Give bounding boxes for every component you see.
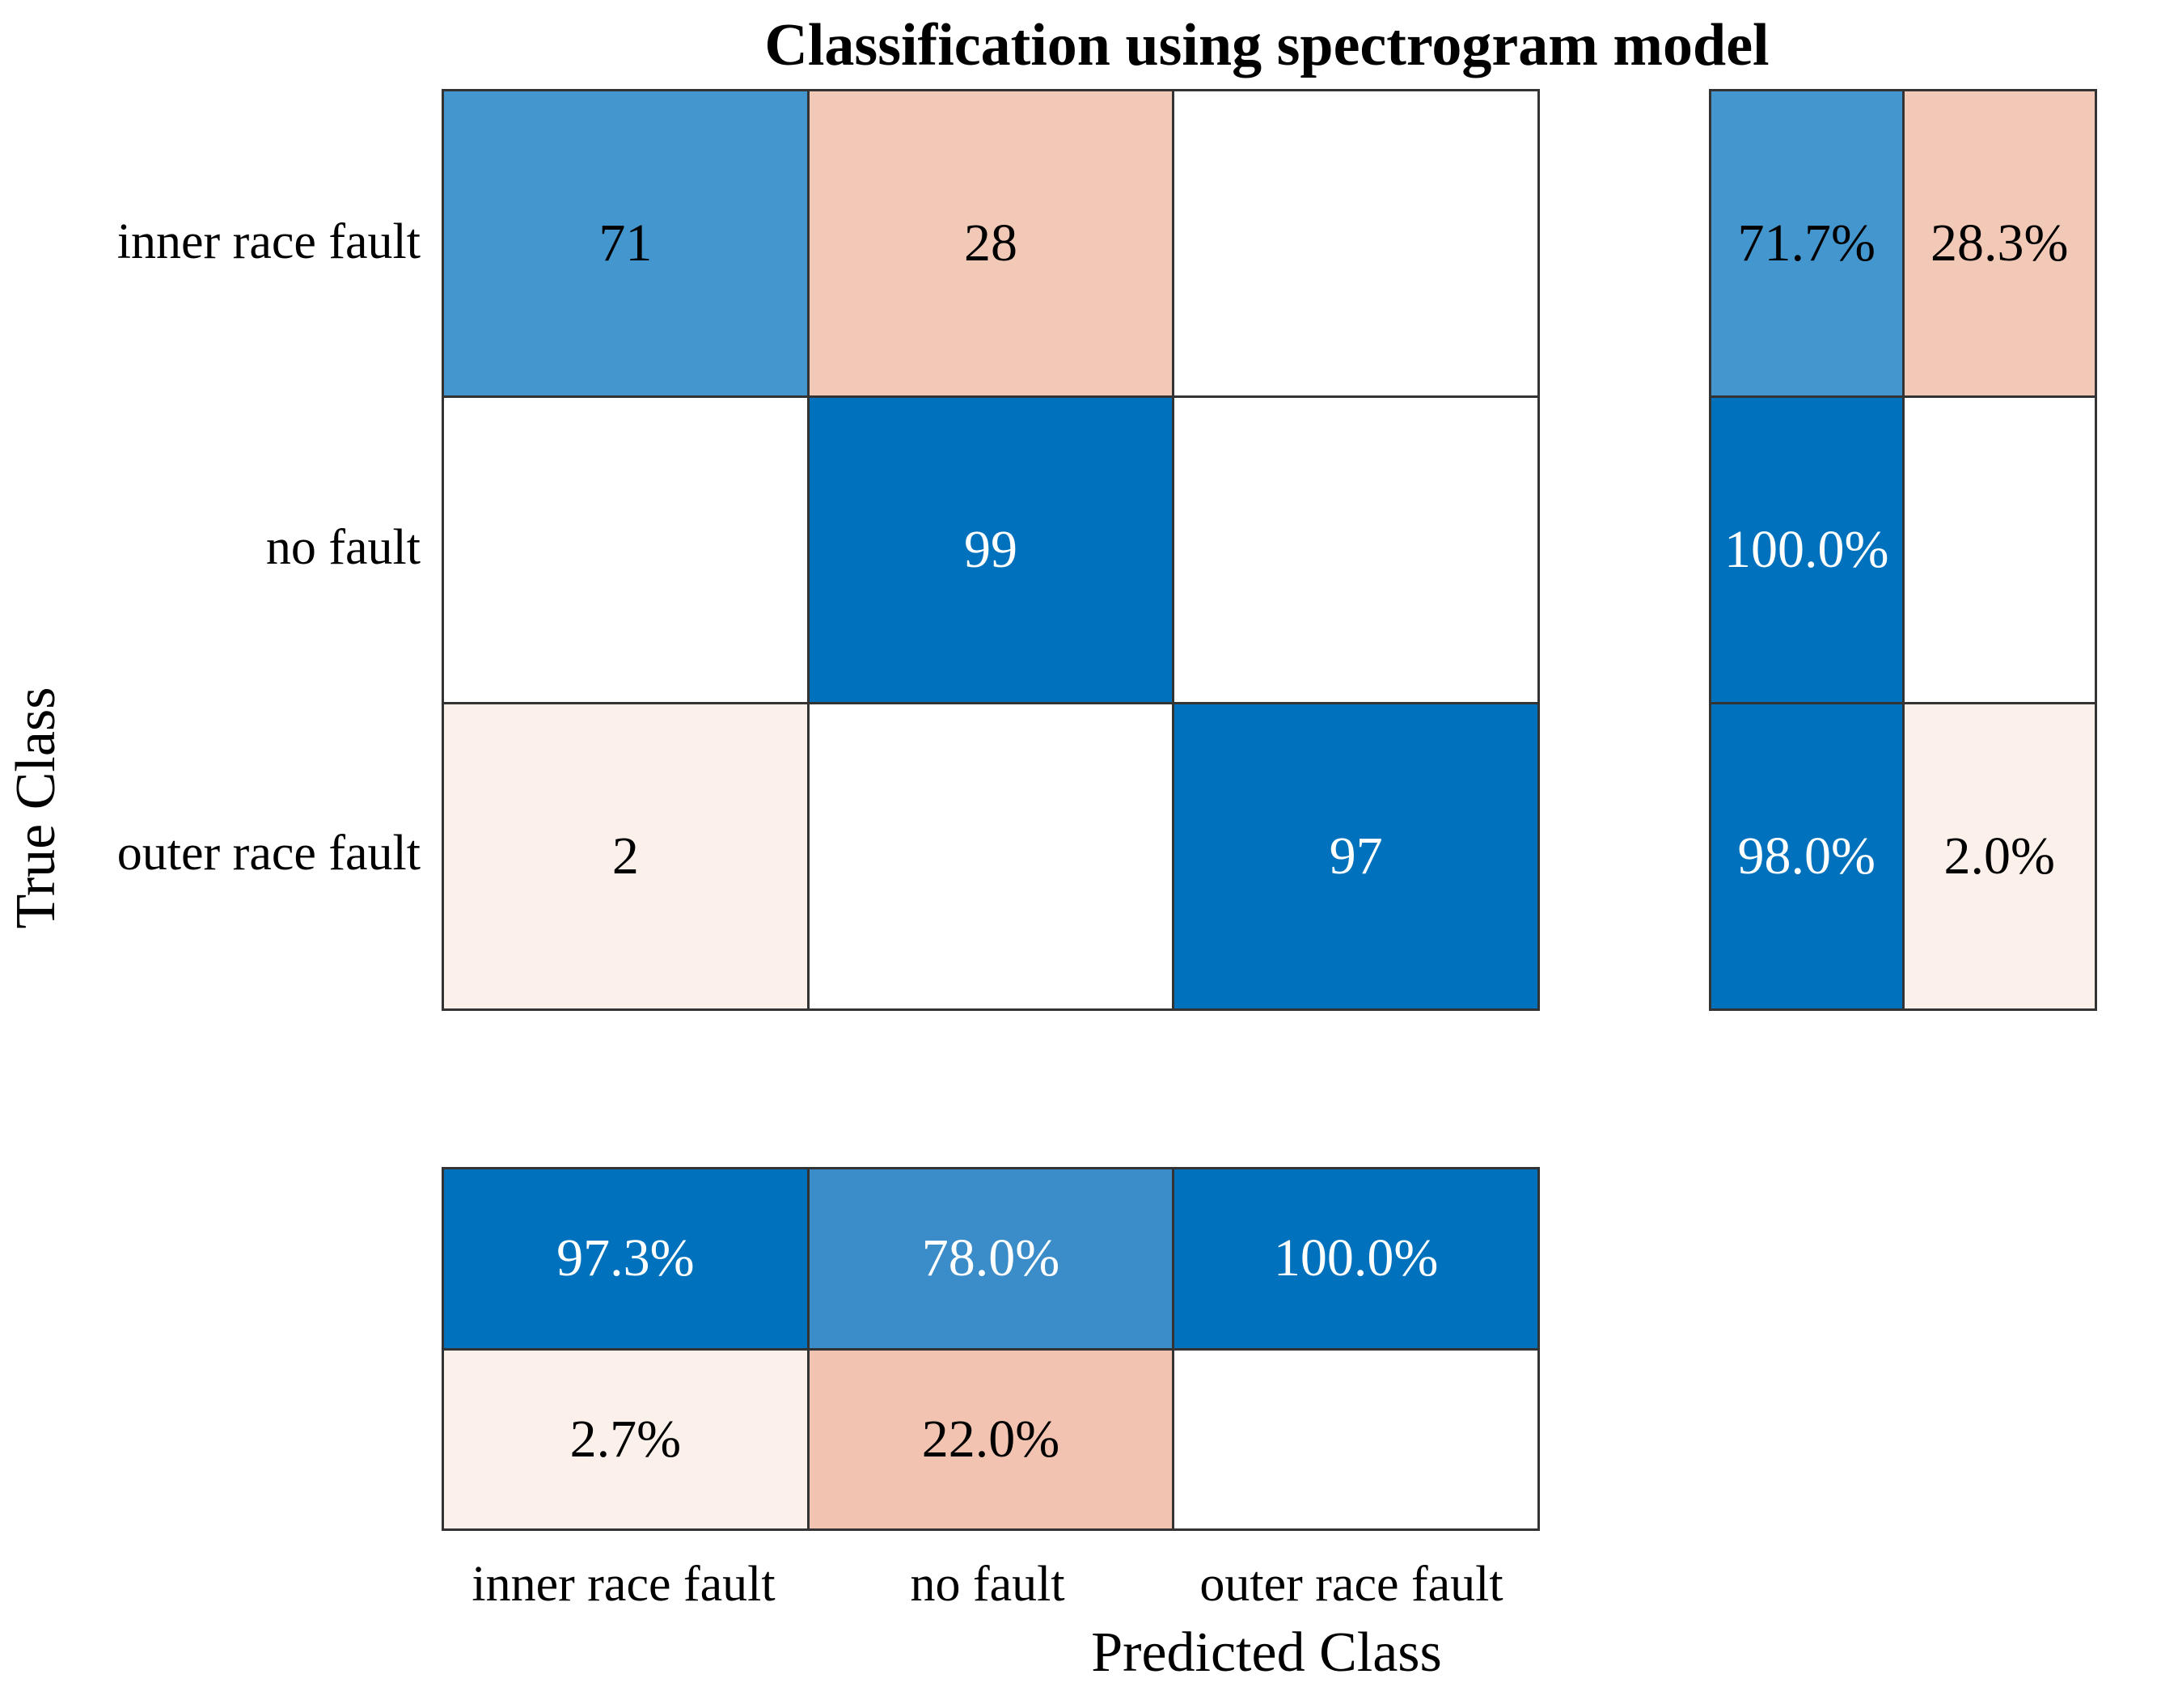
matrix-cell-true-inner-pred-inner: 71 bbox=[444, 91, 807, 395]
row-summary-cell-inner-incorrect: 28.3% bbox=[1904, 91, 2095, 395]
y-tick-no-fault: no fault bbox=[265, 520, 421, 575]
y-axis-label: True Class bbox=[5, 687, 67, 929]
row-summary-cell-nofault-correct: 100.0% bbox=[1711, 398, 1902, 702]
x-tick-no-fault: no fault bbox=[910, 1557, 1065, 1612]
matrix-cell-true-outer-pred-outer: 97 bbox=[1174, 704, 1537, 1008]
row-summary-cell-nofault-incorrect bbox=[1904, 398, 2095, 702]
confusion-matrix-main-grid: 71 28 99 2 97 bbox=[442, 89, 1540, 1011]
row-summary-cell-outer-incorrect: 2.0% bbox=[1904, 704, 2095, 1008]
chart-title: Classification using spectrogram model bbox=[764, 12, 1770, 78]
x-axis-label: Predicted Class bbox=[1091, 1621, 1442, 1684]
row-summary-cell-inner-correct: 71.7% bbox=[1711, 91, 1902, 395]
matrix-cell-true-inner-pred-outer bbox=[1174, 91, 1537, 395]
matrix-cell-true-nofault-pred-outer bbox=[1174, 398, 1537, 702]
column-summary-grid: 97.3% 78.0% 100.0% 2.7% 22.0% bbox=[442, 1167, 1540, 1531]
x-tick-outer-race-fault: outer race fault bbox=[1199, 1557, 1503, 1612]
matrix-cell-true-inner-pred-nofault: 28 bbox=[809, 91, 1173, 395]
col-summary-cell-inner-correct: 97.3% bbox=[444, 1169, 807, 1348]
matrix-cell-true-nofault-pred-inner bbox=[444, 398, 807, 702]
x-tick-inner-race-fault: inner race fault bbox=[472, 1557, 776, 1612]
y-tick-inner-race-fault: inner race fault bbox=[116, 214, 421, 269]
col-summary-cell-nofault-incorrect: 22.0% bbox=[809, 1350, 1173, 1528]
col-summary-cell-inner-incorrect: 2.7% bbox=[444, 1350, 807, 1528]
col-summary-cell-nofault-correct: 78.0% bbox=[809, 1169, 1173, 1348]
matrix-cell-true-outer-pred-inner: 2 bbox=[444, 704, 807, 1008]
row-summary-grid: 71.7% 28.3% 100.0% 98.0% 2.0% bbox=[1709, 89, 2097, 1011]
matrix-cell-true-outer-pred-nofault bbox=[809, 704, 1173, 1008]
col-summary-cell-outer-correct: 100.0% bbox=[1174, 1169, 1537, 1348]
row-summary-cell-outer-correct: 98.0% bbox=[1711, 704, 1902, 1008]
matrix-cell-true-nofault-pred-nofault: 99 bbox=[809, 398, 1173, 702]
col-summary-cell-outer-incorrect bbox=[1174, 1350, 1537, 1528]
y-tick-outer-race-fault: outer race fault bbox=[116, 826, 421, 881]
